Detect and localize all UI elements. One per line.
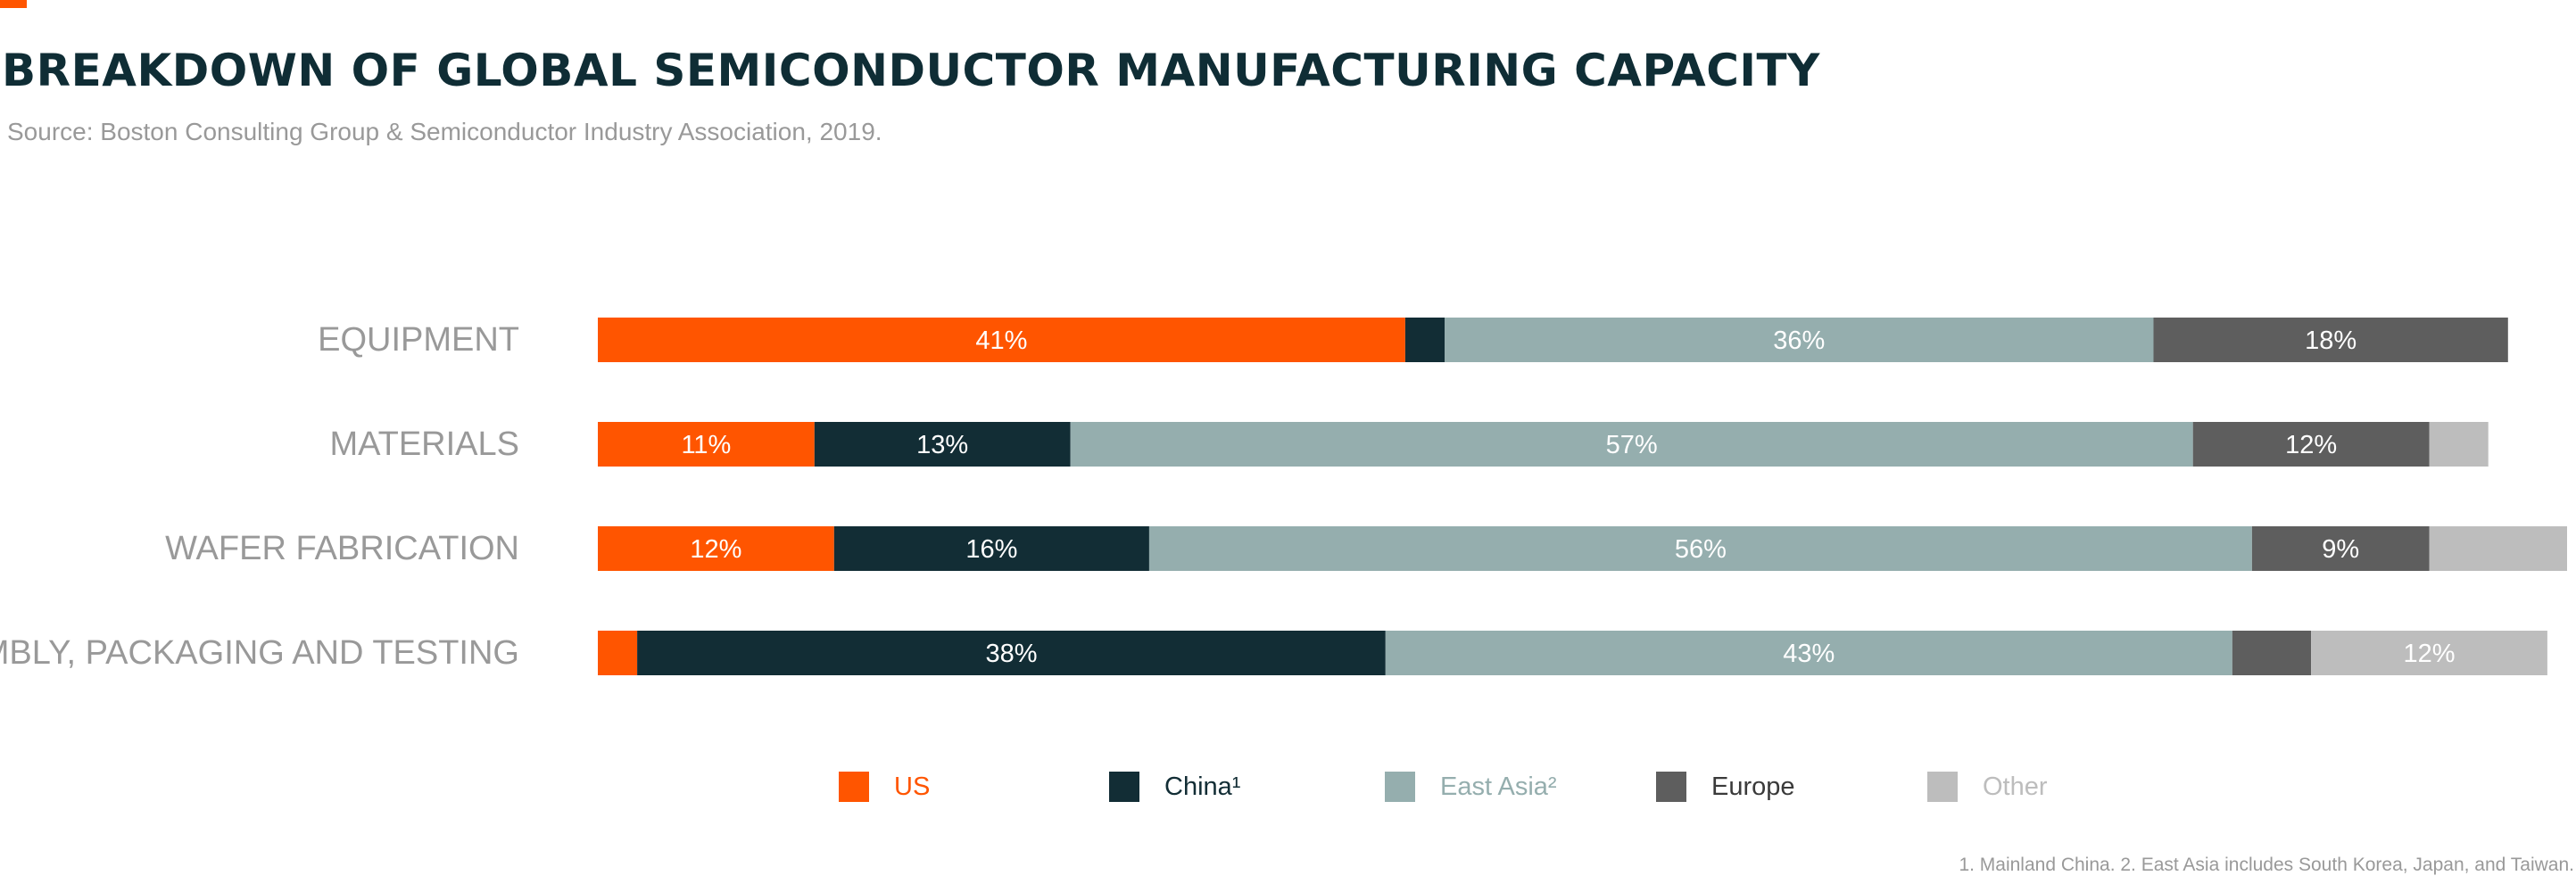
category-label-assembly-packaging-and-testing: ASSEMBLY, PACKAGING AND TESTING [0, 634, 519, 672]
bar-segment-materials-other [2429, 422, 2489, 467]
category-label-equipment: EQUIPMENT [318, 321, 519, 359]
bar-segment-wafer-fabrication-other [2429, 526, 2567, 571]
bar-segment-materials-us [598, 422, 815, 467]
bar-segment-assembly-packaging-and-testing-other [2311, 631, 2547, 675]
bar-segment-equipment-east-asia [1445, 318, 2154, 362]
chart-title: BREAKDOWN OF GLOBAL SEMICONDUCTOR MANUFA… [2, 45, 1820, 96]
data-label-wafer-fabrication-europe: 9% [2322, 535, 2359, 564]
bar-segment-equipment-europe [2153, 318, 2508, 362]
data-label-wafer-fabrication-us: 12% [690, 535, 741, 564]
category-label-materials: MATERIALS [329, 425, 519, 463]
bar-segment-wafer-fabrication-east-asia [1149, 526, 2252, 571]
bar-segment-materials-east-asia [1070, 422, 2193, 467]
data-label-assembly-packaging-and-testing-east-asia: 43% [1783, 640, 1835, 668]
data-label-assembly-packaging-and-testing-china: 38% [985, 640, 1037, 668]
legend-label-europe: Europe [1711, 772, 1795, 801]
legend-swatch-us [839, 772, 869, 802]
legend-label-east-asia: East Asia² [1440, 772, 1557, 801]
bar-segment-materials-china [814, 422, 1071, 467]
bar-segment-wafer-fabrication-europe [2251, 526, 2430, 571]
legend-swatch-east-asia [1385, 772, 1415, 802]
data-label-wafer-fabrication-east-asia: 56% [1675, 535, 1727, 564]
legend-swatch-other [1927, 772, 1958, 802]
bar-segment-wafer-fabrication-us [598, 526, 834, 571]
category-label-wafer-fabrication: WAFER FABRICATION [165, 530, 519, 567]
chart-source: Source: Boston Consulting Group & Semico… [7, 118, 882, 145]
data-label-wafer-fabrication-china: 16% [965, 535, 1017, 564]
data-label-equipment-us: 41% [975, 326, 1027, 355]
bar-segment-equipment-china [1404, 318, 1445, 362]
bar-segment-materials-europe [2192, 422, 2430, 467]
bar-segment-assembly-packaging-and-testing-us [598, 631, 638, 675]
legend-swatch-china [1109, 772, 1139, 802]
legend-label-china: China¹ [1164, 772, 1241, 801]
bar-segment-assembly-packaging-and-testing-east-asia [1385, 631, 2232, 675]
accent-mark [0, 0, 27, 8]
data-label-materials-east-asia: 57% [1606, 431, 1658, 459]
legend-swatch-europe [1656, 772, 1686, 802]
legend-label-other: Other [1983, 772, 2048, 801]
bar-segment-assembly-packaging-and-testing-china [637, 631, 1386, 675]
bar-segment-wafer-fabrication-china [833, 526, 1149, 571]
bar-segment-assembly-packaging-and-testing-europe [2232, 631, 2312, 675]
legend-label-us: US [894, 772, 931, 801]
footnote: 1. Mainland China. 2. East Asia includes… [1959, 855, 2574, 875]
data-label-materials-china: 13% [916, 431, 968, 459]
data-label-materials-europe: 12% [2285, 431, 2337, 459]
data-label-equipment-europe: 18% [2305, 326, 2357, 355]
data-label-materials-us: 11% [681, 431, 731, 459]
bar-segment-equipment-us [598, 318, 1405, 362]
data-label-equipment-east-asia: 36% [1773, 326, 1825, 355]
data-label-assembly-packaging-and-testing-other: 12% [2403, 640, 2455, 668]
